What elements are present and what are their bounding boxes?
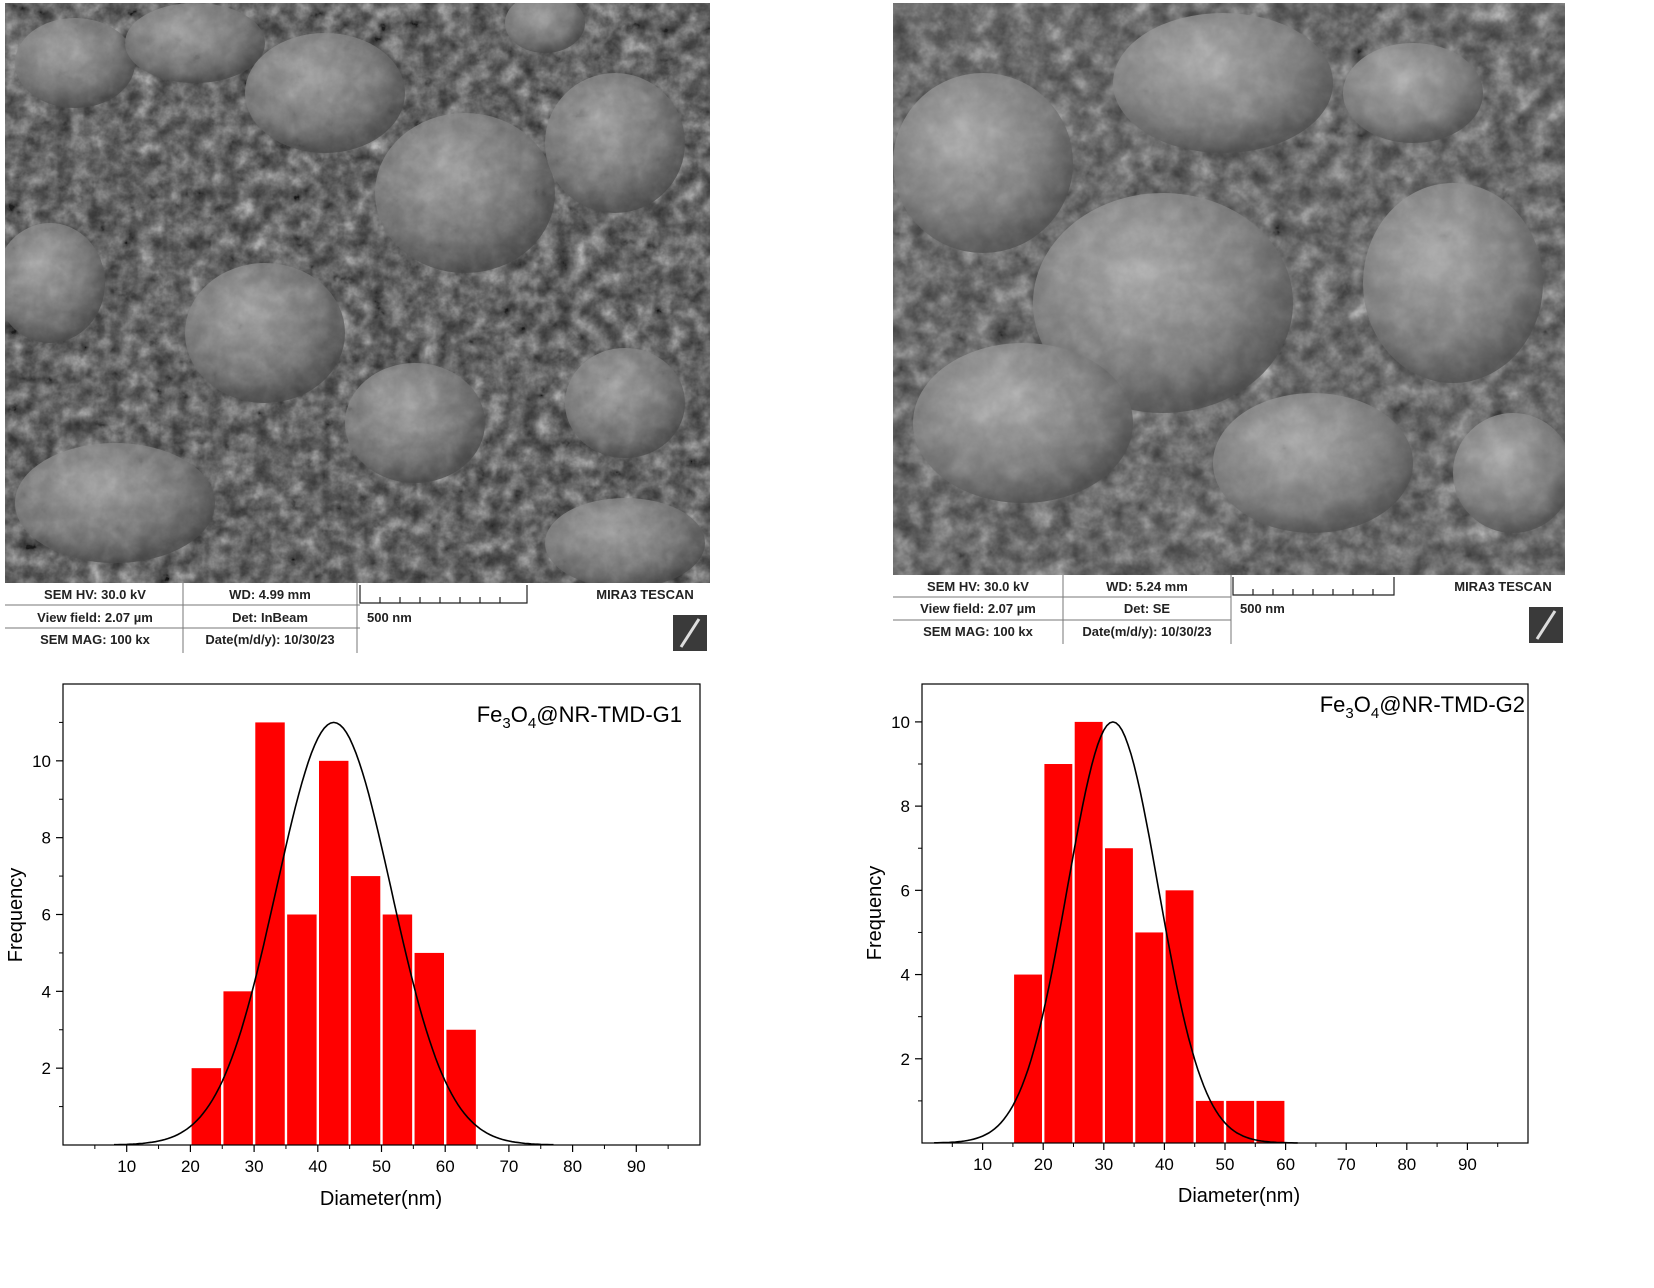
y-axis-label: Frequency	[5, 868, 27, 963]
x-tick-label-7: 80	[563, 1157, 582, 1176]
x-tick-label-6: 70	[499, 1157, 518, 1176]
y-tick-label-2: 6	[901, 881, 910, 900]
x-tick-label-3: 40	[1155, 1155, 1174, 1174]
histogram-bar-3	[1105, 848, 1133, 1143]
histogram-bar-2	[255, 722, 285, 1145]
x-tick-label-4: 50	[372, 1157, 391, 1176]
histogram-bar-2	[1074, 721, 1103, 1143]
y-tick-label-3: 8	[901, 797, 910, 816]
plot-frame	[921, 683, 1529, 1144]
histogram-g1: 10 20 30 40 50 60 70 80 90 2 4 6 8 10 Fe3O4@NR-TMD-G1…	[5, 683, 701, 1210]
x-tick-label-6: 70	[1337, 1155, 1356, 1174]
histogram-bar-8	[1256, 1100, 1285, 1143]
sem-particles	[5, 3, 705, 588]
y-tick-label-3: 8	[42, 829, 51, 848]
y-axis-label: Frequency	[864, 866, 886, 961]
sem-info-bar: SEM HV: 30.0 kV WD: 4.99 mm MIRA3 TESCAN…	[5, 583, 710, 653]
x-tick-label-0: 10	[117, 1157, 136, 1176]
y-tick-label-0: 2	[901, 1050, 910, 1069]
normal-fit-curve	[934, 721, 1298, 1144]
x-tick-label-2: 30	[245, 1157, 264, 1176]
sem-date: Date(m/d/y): 10/30/23	[1082, 624, 1211, 639]
sem-mag: SEM MAG: 100 kx	[923, 624, 1034, 639]
sem-hv: SEM HV: 30.0 kV	[927, 579, 1029, 594]
y-tick-label-1: 4	[42, 982, 51, 1001]
histogram-bar-5	[350, 876, 381, 1145]
histogram-bar-6	[1195, 1100, 1224, 1143]
x-tick-label-8: 90	[1458, 1155, 1477, 1174]
x-tick-label-3: 40	[308, 1157, 327, 1176]
sem-brand: MIRA3 TESCAN	[1454, 579, 1552, 594]
histogram-bar-3	[287, 914, 317, 1145]
sem-particles	[893, 13, 1565, 533]
plot-area: 10 20 30 40 50 60 70 80 90 2 4 6 8 10	[32, 683, 701, 1176]
histogram-bar-5	[1165, 890, 1194, 1143]
histogram-g2: 10 20 30 40 50 60 70 80 90 2 4 6 8 10 Fe3O4@NR-TMD-G2…	[864, 683, 1529, 1207]
histogram-bar-7	[414, 952, 444, 1145]
sem-wd: WD: 5.24 mm	[1106, 579, 1188, 594]
x-tick-label-2: 30	[1094, 1155, 1113, 1174]
y-tick-label-2: 6	[42, 906, 51, 925]
sem-date: Date(m/d/y): 10/30/23	[205, 632, 334, 647]
x-tick-label-7: 80	[1397, 1155, 1416, 1174]
x-tick-label-0: 10	[973, 1155, 992, 1174]
x-tick-label-8: 90	[627, 1157, 646, 1176]
y-tick-label-4: 10	[32, 752, 51, 771]
sem-brand: MIRA3 TESCAN	[596, 587, 694, 602]
x-tick-label-5: 60	[436, 1157, 455, 1176]
histogram-bar-4	[1135, 932, 1164, 1143]
sem-scale-label: 500 nm	[367, 610, 412, 625]
sem-image-left: SEM HV: 30.0 kV WD: 4.99 mm MIRA3 TESCAN…	[5, 3, 710, 653]
scale-bar	[359, 585, 528, 604]
sem-wd: WD: 4.99 mm	[229, 587, 311, 602]
sem-detector: Det: SE	[1124, 601, 1171, 616]
sem-mag: SEM MAG: 100 kx	[40, 632, 151, 647]
histogram-bar-0	[1014, 974, 1042, 1143]
sem-info-bar: SEM HV: 30.0 kV WD: 5.24 mm MIRA3 TESCAN…	[893, 575, 1565, 644]
scale-bar	[1232, 577, 1395, 596]
sem-view-field: View field: 2.07 µm	[920, 601, 1036, 616]
sem-hv: SEM HV: 30.0 kV	[44, 587, 146, 602]
y-tick-label-1: 4	[901, 966, 910, 985]
plot-frame	[62, 683, 701, 1146]
histogram-bar-6	[382, 914, 413, 1145]
tescan-logo	[673, 615, 707, 651]
sem-view-field: View field: 2.07 µm	[37, 610, 153, 625]
sample-annotation: Fe3O4@NR-TMD-G2	[1320, 692, 1525, 722]
normal-fit-curve	[114, 721, 554, 1146]
histogram-bar-8	[446, 1029, 476, 1145]
x-axis-label: Diameter(nm)	[320, 1188, 442, 1210]
tescan-logo	[1529, 607, 1563, 643]
x-tick-label-5: 60	[1276, 1155, 1295, 1174]
x-tick-label-1: 20	[181, 1157, 200, 1176]
sem-scale-label: 500 nm	[1240, 601, 1285, 616]
sem-detector: Det: InBeam	[232, 610, 308, 625]
x-tick-label-4: 50	[1216, 1155, 1235, 1174]
y-tick-label-0: 2	[42, 1059, 51, 1078]
histogram-bar-1	[1044, 764, 1073, 1143]
sem-image-right: SEM HV: 30.0 kV WD: 5.24 mm MIRA3 TESCAN…	[893, 3, 1565, 644]
histogram-bar-4	[319, 760, 349, 1145]
histogram-bar-0	[191, 1068, 222, 1145]
histogram-bar-7	[1226, 1100, 1255, 1143]
plot-area: 10 20 30 40 50 60 70 80 90 2 4 6 8 10	[891, 683, 1529, 1174]
x-tick-label-1: 20	[1034, 1155, 1053, 1174]
y-tick-label-4: 10	[891, 713, 910, 732]
sample-annotation: Fe3O4@NR-TMD-G1	[477, 702, 682, 732]
x-axis-label: Diameter(nm)	[1178, 1185, 1300, 1207]
